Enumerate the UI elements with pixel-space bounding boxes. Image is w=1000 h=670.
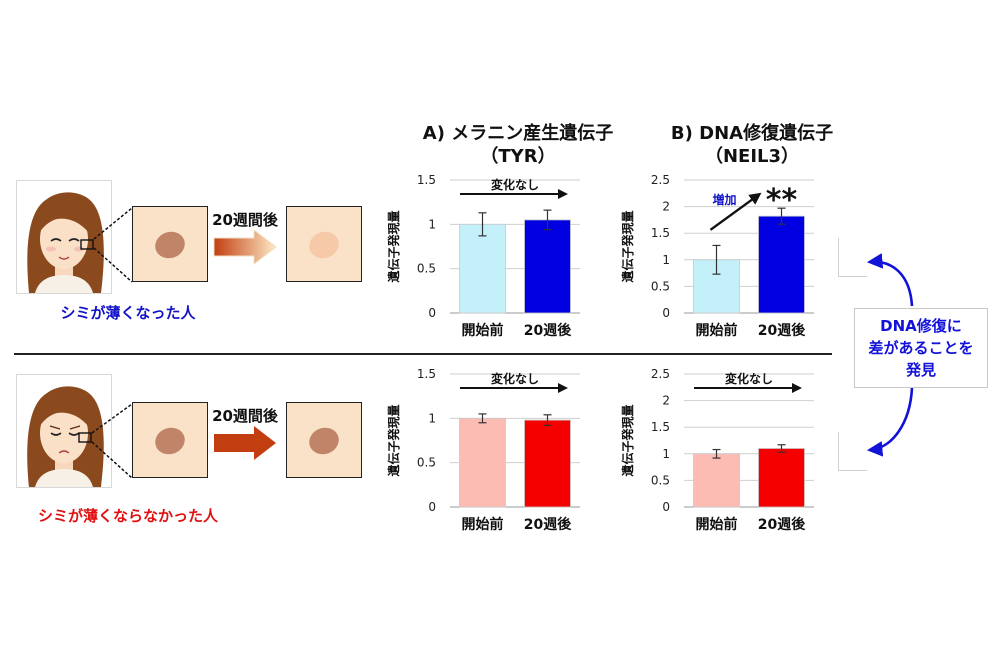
annotation-label: 変化なし bbox=[491, 177, 539, 192]
y-tick-label: 0.5 bbox=[651, 279, 670, 293]
spot-after-top bbox=[286, 206, 362, 282]
y-axis-label: 遺伝子発現量 bbox=[620, 210, 635, 283]
y-tick-label: 0.5 bbox=[651, 473, 670, 487]
y-tick-label: 1 bbox=[428, 411, 436, 425]
increase-arrow bbox=[709, 192, 762, 231]
chart-tyr-bottom-svg: 遺伝子発現量 0 0.5 1 1.5 開始前 20週後 変化なし bbox=[386, 367, 580, 533]
y-tick-label: 1.5 bbox=[651, 226, 670, 240]
annotation-label: 増加 bbox=[713, 192, 737, 207]
chart-tyr-top-svg: 遺伝子発現量 0 0.5 1 1.5 開始前 20週後 変化なし bbox=[386, 173, 580, 339]
zoom-lines-top bbox=[93, 207, 133, 283]
y-tick-label: 2 bbox=[662, 200, 670, 214]
spot-before-bottom bbox=[132, 402, 208, 478]
x-tick-label: 開始前 bbox=[462, 516, 504, 533]
x-tick-label: 20週後 bbox=[758, 322, 806, 339]
chart-neil3-top: 遺伝子発現量 0 0.5 1 1.5 2 2.5 開始前 20週後 増加 ** bbox=[618, 168, 838, 350]
y-tick-label: 0 bbox=[428, 500, 436, 514]
sad-face-illustration bbox=[16, 374, 112, 488]
chart-tyr-top: 遺伝子発現量 0 0.5 1 1.5 開始前 20週後 変化なし bbox=[384, 168, 604, 350]
zoom-lines-bottom bbox=[91, 403, 133, 479]
x-tick-label: 20週後 bbox=[758, 516, 806, 533]
x-tick-label: 開始前 bbox=[696, 322, 738, 339]
y-axis-label: 遺伝子発現量 bbox=[620, 404, 635, 477]
spot-before-top bbox=[132, 206, 208, 282]
y-tick-label: 2.5 bbox=[651, 367, 670, 381]
y-tick-label: 0 bbox=[662, 306, 670, 320]
weeks-label-bottom: 20週間後 bbox=[212, 407, 278, 425]
significance-label: ** bbox=[766, 183, 798, 218]
y-axis-label: 遺伝子発現量 bbox=[386, 404, 401, 477]
neil3-column-title: B) DNA修復遺伝子 （NEIL3） bbox=[632, 122, 872, 168]
spot-after-bottom bbox=[286, 402, 362, 478]
bar bbox=[758, 448, 805, 508]
y-tick-label: 1 bbox=[428, 217, 436, 231]
chart-neil3-top-svg: 遺伝子発現量 0 0.5 1 1.5 2 2.5 開始前 20週後 増加 ** bbox=[620, 173, 814, 339]
tyr-title-line1: A) メラニン産生遺伝子 bbox=[422, 123, 614, 144]
x-tick-label: 20週後 bbox=[524, 322, 572, 339]
y-tick-label: 1.5 bbox=[417, 173, 436, 187]
case-label-top: シミが薄くなった人 bbox=[60, 304, 196, 322]
y-tick-label: 1 bbox=[662, 447, 670, 461]
bar bbox=[459, 223, 506, 314]
y-tick-label: 1 bbox=[662, 253, 670, 267]
happy-face-icon bbox=[27, 192, 104, 293]
y-tick-label: 0.5 bbox=[417, 262, 436, 276]
tyr-title-line2: （TYR） bbox=[480, 146, 556, 167]
bracket-top bbox=[838, 238, 867, 277]
chart-tyr-bottom: 遺伝子発現量 0 0.5 1 1.5 開始前 20週後 変化なし bbox=[384, 362, 604, 544]
y-tick-label: 1.5 bbox=[417, 367, 436, 381]
x-tick-label: 20週後 bbox=[524, 516, 572, 533]
bar bbox=[758, 215, 805, 314]
bar bbox=[693, 453, 740, 508]
neil3-title-line2: （NEIL3） bbox=[704, 146, 800, 167]
bar bbox=[524, 419, 571, 508]
weeks-label-top: 20週間後 bbox=[212, 211, 278, 229]
chart-neil3-bottom-svg: 遺伝子発現量 0 0.5 1 1.5 2 2.5 開始前 20週後 変化なし bbox=[620, 367, 814, 533]
y-axis-label: 遺伝子発現量 bbox=[386, 210, 401, 283]
callout-arrows bbox=[866, 253, 914, 457]
y-tick-label: 2.5 bbox=[651, 173, 670, 187]
chart-neil3-bottom: 遺伝子発現量 0 0.5 1 1.5 2 2.5 開始前 20週後 変化なし bbox=[618, 362, 838, 544]
bracket-bottom bbox=[838, 432, 867, 471]
callout-box: DNA修復に 差があることを 発見 bbox=[854, 308, 988, 388]
sad-face-icon bbox=[27, 386, 104, 487]
solid-arrow-icon bbox=[214, 426, 276, 460]
row-divider bbox=[14, 353, 832, 355]
case-label-bottom: シミが薄くならなかった人 bbox=[37, 507, 218, 525]
y-tick-label: 1.5 bbox=[651, 420, 670, 434]
annotation-label: 変化なし bbox=[491, 371, 539, 386]
annotation-label: 変化なし bbox=[725, 371, 773, 386]
bar bbox=[459, 417, 506, 508]
y-tick-label: 2 bbox=[662, 394, 670, 408]
y-tick-label: 0.5 bbox=[417, 456, 436, 470]
x-tick-label: 開始前 bbox=[696, 516, 738, 533]
x-tick-label: 開始前 bbox=[462, 322, 504, 339]
y-tick-label: 0 bbox=[662, 500, 670, 514]
neil3-title-line1: B) DNA修復遺伝子 bbox=[670, 123, 834, 144]
faded-arrow-icon bbox=[213, 228, 277, 266]
callout-text: DNA修復に 差があることを 発見 bbox=[868, 317, 974, 379]
tyr-column-title: A) メラニン産生遺伝子 （TYR） bbox=[398, 122, 638, 168]
bar bbox=[524, 219, 571, 314]
y-tick-label: 0 bbox=[428, 306, 436, 320]
